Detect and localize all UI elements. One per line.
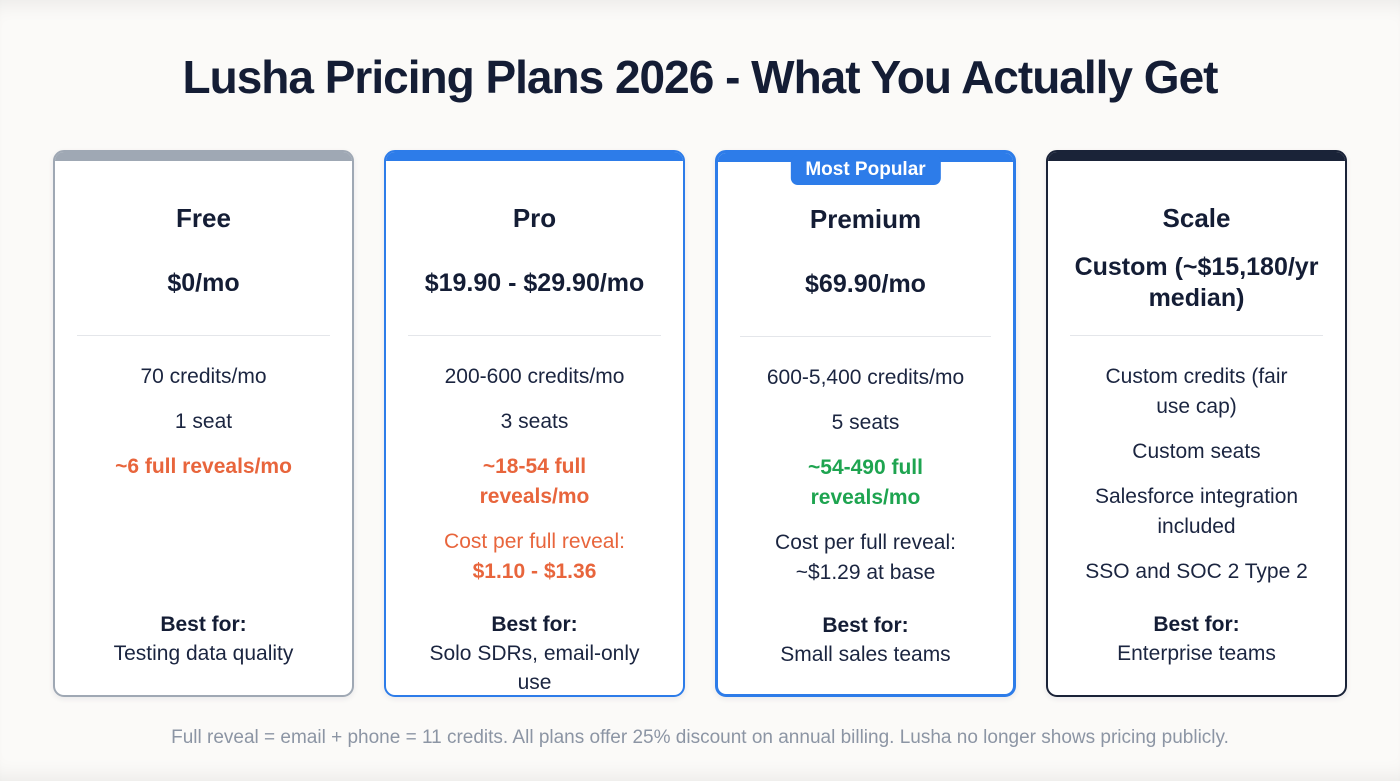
feature-line: ~18-54 full bbox=[482, 455, 587, 478]
best-for-label: Best for: bbox=[822, 614, 909, 637]
feature-line: ~$1.29 at base bbox=[795, 561, 936, 584]
best-for-label: Best for: bbox=[160, 613, 247, 636]
divider bbox=[1070, 335, 1323, 336]
plan-features: Custom credits (fair use cap) Custom seats… bbox=[1048, 362, 1345, 587]
best-for-value: Small sales teams bbox=[780, 643, 951, 666]
best-for-value: Solo SDRs, email-only use bbox=[429, 642, 640, 694]
feature-line: 5 seats bbox=[831, 411, 900, 434]
feature-group: Custom seats bbox=[1064, 437, 1329, 467]
plan-card: Scale Custom (~$15,180/yr median) Custom… bbox=[1046, 150, 1347, 697]
feature-line: 1 seat bbox=[174, 410, 233, 433]
feature-group: ~6 full reveals/mo bbox=[71, 452, 336, 482]
best-for-label: Best for: bbox=[1153, 613, 1240, 636]
plan-card: Pro $19.90 - $29.90/mo 200-600 credits/m… bbox=[384, 150, 685, 697]
divider bbox=[408, 335, 661, 336]
feature-line: 200-600 credits/mo bbox=[444, 365, 625, 388]
feature-line: Cost per full reveal: bbox=[775, 531, 956, 554]
feature-group: SSO and SOC 2 Type 2 bbox=[1064, 557, 1329, 587]
feature-line: $1.10 - $1.36 bbox=[472, 560, 597, 583]
plan-price: $19.90 - $29.90/mo bbox=[424, 268, 645, 297]
feature-group: 3 seats bbox=[402, 407, 667, 437]
plan-name: Free bbox=[176, 203, 231, 233]
feature-group: 600-5,400 credits/mo bbox=[734, 363, 997, 393]
plan-price: $0/mo bbox=[167, 268, 240, 297]
plan-features: 600-5,400 credits/mo 5 seats ~54-490 full r… bbox=[718, 363, 1013, 588]
best-for-label: Best for: bbox=[491, 613, 578, 636]
divider bbox=[740, 336, 991, 337]
best-for-block: Best for: Testing data quality bbox=[71, 610, 336, 668]
feature-line: 70 credits/mo bbox=[140, 365, 267, 388]
best-for-block: Best for: Enterprise teams bbox=[1064, 610, 1329, 668]
feature-line: Custom seats bbox=[1132, 440, 1261, 463]
feature-group: ~54-490 full reveals/mo bbox=[734, 453, 997, 513]
feature-group: Custom credits (fair use cap) bbox=[1064, 362, 1329, 422]
feature-line: Salesforce integration bbox=[1094, 485, 1299, 508]
best-for-block: Best for: Solo SDRs, email-only use bbox=[402, 610, 667, 695]
feature-line: 600-5,400 credits/mo bbox=[766, 366, 965, 389]
plan-name: Scale bbox=[1162, 203, 1231, 233]
plan-card: Most Popular Premium $69.90/mo 600-5,400… bbox=[715, 150, 1016, 697]
best-for-value: Testing data quality bbox=[113, 642, 294, 665]
plan-features: 70 credits/mo 1 seat ~6 full reveals/mo bbox=[55, 362, 352, 482]
feature-group: Cost per full reveal: $1.10 - $1.36 bbox=[402, 527, 667, 587]
footnote: Full reveal = email + phone = 11 credits… bbox=[171, 727, 1229, 748]
feature-line: Custom credits (fair bbox=[1105, 365, 1288, 388]
plan-name: Premium bbox=[809, 204, 922, 234]
feature-group: Salesforce integration included bbox=[1064, 482, 1329, 542]
plans-row: Free $0/mo 70 credits/mo 1 seat ~6 full re… bbox=[50, 150, 1350, 697]
feature-line: included bbox=[1157, 515, 1236, 538]
feature-group: Cost per full reveal: ~$1.29 at base bbox=[734, 528, 997, 588]
feature-group: 1 seat bbox=[71, 407, 336, 437]
feature-line: 3 seats bbox=[500, 410, 569, 433]
plan-name: Pro bbox=[512, 203, 557, 233]
feature-group: 5 seats bbox=[734, 408, 997, 438]
feature-line: ~6 full reveals/mo bbox=[115, 455, 292, 478]
divider bbox=[77, 335, 330, 336]
plan-card: Free $0/mo 70 credits/mo 1 seat ~6 full re… bbox=[53, 150, 354, 697]
best-for-value: Enterprise teams bbox=[1117, 642, 1276, 665]
plan-accent-bar bbox=[55, 152, 352, 161]
feature-line: ~54-490 full bbox=[808, 456, 923, 479]
plan-price: Custom (~$15,180/yr median) bbox=[1074, 253, 1319, 312]
feature-line: use cap) bbox=[1156, 395, 1237, 418]
feature-line: SSO and SOC 2 Type 2 bbox=[1085, 560, 1308, 583]
feature-group: 70 credits/mo bbox=[71, 362, 336, 392]
plan-accent-bar bbox=[386, 152, 683, 161]
plan-accent-bar bbox=[1048, 152, 1345, 161]
feature-line: reveals/mo bbox=[479, 485, 590, 508]
plan-price: $69.90/mo bbox=[805, 269, 926, 298]
feature-line: reveals/mo bbox=[810, 486, 921, 509]
plan-features: 200-600 credits/mo 3 seats ~18-54 full reve… bbox=[386, 362, 683, 587]
feature-group: 200-600 credits/mo bbox=[402, 362, 667, 392]
most-popular-badge: Most Popular bbox=[790, 155, 941, 185]
page-title: Lusha Pricing Plans 2026 - What You Actu… bbox=[182, 51, 1219, 103]
feature-group: ~18-54 full reveals/mo bbox=[402, 452, 667, 512]
best-for-block: Best for: Small sales teams bbox=[734, 611, 997, 669]
feature-line: Cost per full reveal: bbox=[444, 530, 625, 553]
